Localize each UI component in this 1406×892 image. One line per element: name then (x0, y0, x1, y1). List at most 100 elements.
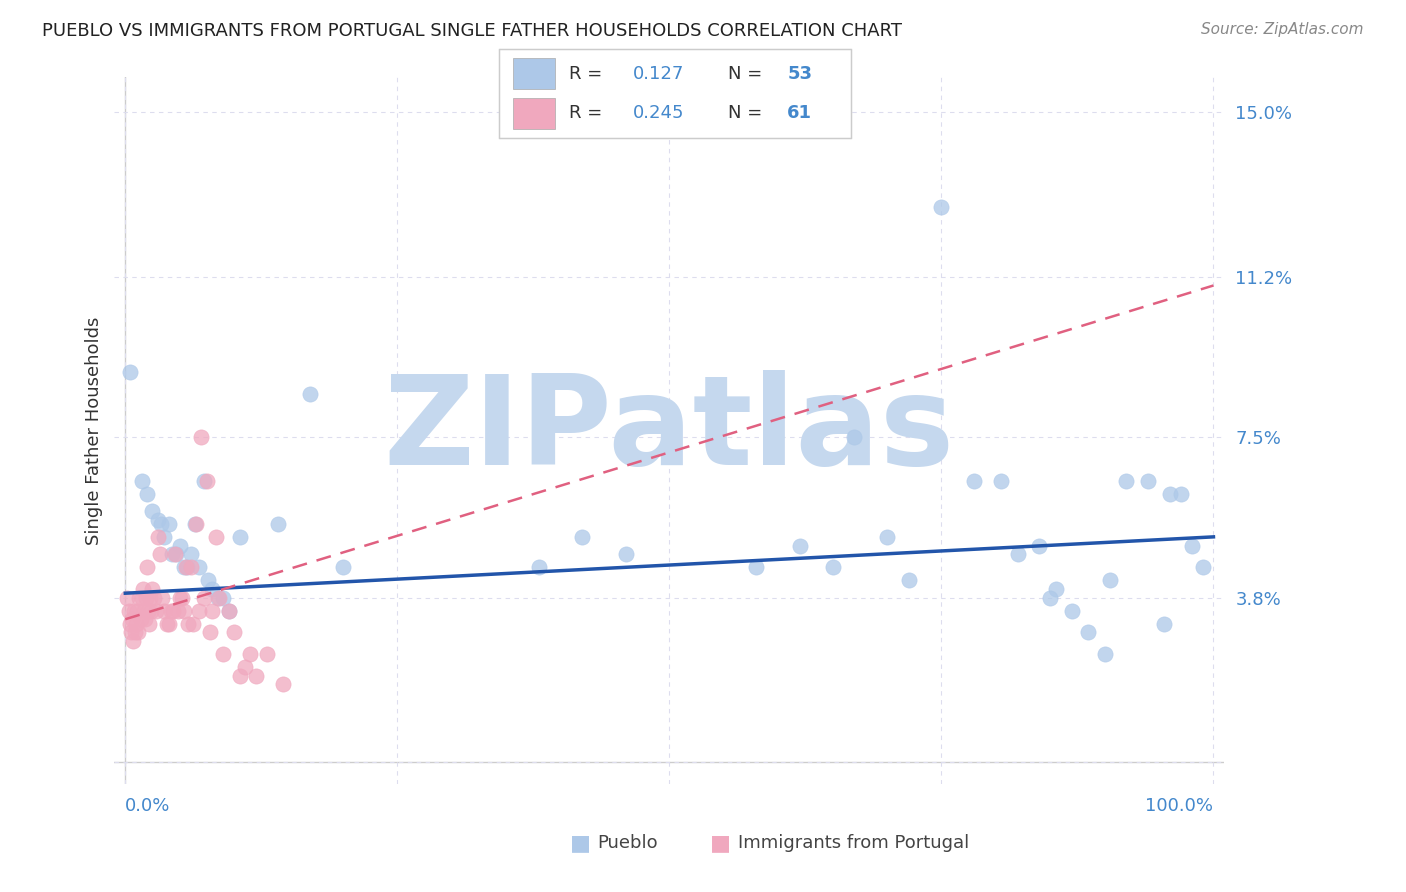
Point (169, 539, 191, 553)
Point (184, 516, 207, 531)
Point (1028, 539, 1050, 553)
Point (118, 616, 141, 631)
Point (122, 633, 145, 648)
Point (174, 560, 197, 574)
Point (145, 603, 167, 617)
Text: Source: ZipAtlas.com: Source: ZipAtlas.com (1201, 22, 1364, 37)
Point (131, 591, 153, 605)
Point (332, 560, 354, 574)
Point (157, 516, 180, 531)
Point (931, 201, 953, 215)
Text: 0.0%: 0.0% (125, 797, 170, 815)
Point (204, 530, 226, 544)
Point (195, 474, 218, 488)
Point (131, 474, 153, 488)
Point (134, 612, 156, 626)
Point (233, 660, 256, 674)
Point (212, 591, 235, 605)
Point (118, 365, 141, 379)
Point (165, 547, 187, 561)
Point (127, 603, 149, 617)
Point (844, 430, 866, 444)
Point (184, 516, 207, 531)
Point (127, 625, 149, 640)
Point (1060, 603, 1083, 617)
Point (821, 560, 844, 574)
Text: ■: ■ (710, 833, 731, 853)
Point (141, 603, 163, 617)
FancyBboxPatch shape (513, 98, 555, 129)
Point (181, 616, 204, 631)
Point (162, 603, 184, 617)
Point (131, 582, 153, 596)
Point (146, 512, 169, 526)
Point (1159, 486, 1181, 500)
Point (193, 591, 215, 605)
Point (173, 603, 195, 617)
Point (990, 474, 1012, 488)
Point (1170, 486, 1192, 500)
Point (129, 612, 152, 626)
Point (190, 430, 212, 444)
Point (173, 560, 195, 574)
Point (527, 560, 550, 574)
Point (124, 625, 146, 640)
Point (224, 625, 246, 640)
Point (157, 616, 180, 631)
Point (266, 516, 288, 531)
Point (149, 547, 172, 561)
Point (201, 603, 224, 617)
Point (125, 616, 148, 631)
Point (141, 582, 163, 596)
Point (153, 603, 176, 617)
Point (146, 530, 169, 544)
Text: ■: ■ (569, 833, 591, 853)
Point (1115, 474, 1137, 488)
Point (136, 560, 159, 574)
Point (256, 647, 278, 661)
Point (1077, 625, 1099, 640)
Text: R =: R = (569, 65, 609, 83)
Point (876, 530, 898, 544)
Text: ZIPatlas: ZIPatlas (384, 370, 955, 491)
Point (150, 516, 173, 531)
Point (150, 591, 173, 605)
Point (117, 591, 139, 605)
Text: Pueblo: Pueblo (598, 834, 658, 852)
Point (141, 504, 163, 518)
Point (180, 547, 202, 561)
Point (1137, 474, 1160, 488)
Point (745, 560, 768, 574)
Point (188, 560, 211, 574)
Point (1099, 573, 1122, 587)
Point (136, 486, 159, 500)
Point (239, 647, 262, 661)
Point (963, 474, 986, 488)
Point (207, 591, 229, 605)
Point (136, 603, 159, 617)
Text: 0.127: 0.127 (633, 65, 685, 83)
Text: 100.0%: 100.0% (1146, 797, 1213, 815)
Point (176, 560, 198, 574)
Point (188, 603, 211, 617)
Point (897, 573, 920, 587)
Text: Immigrants from Portugal: Immigrants from Portugal (738, 834, 969, 852)
Point (153, 530, 176, 544)
Point (1094, 647, 1116, 661)
Text: 53: 53 (787, 65, 813, 83)
Point (245, 668, 267, 682)
Point (165, 547, 187, 561)
Text: PUEBLO VS IMMIGRANTS FROM PORTUGAL SINGLE FATHER HOUSEHOLDS CORRELATION CHART: PUEBLO VS IMMIGRANTS FROM PORTUGAL SINGL… (42, 22, 903, 40)
Point (218, 603, 240, 617)
Point (228, 530, 250, 544)
Point (1039, 591, 1062, 605)
Point (197, 573, 219, 587)
Point (169, 591, 191, 605)
Point (156, 616, 179, 631)
Point (201, 582, 224, 596)
Point (117, 603, 139, 617)
Point (135, 591, 157, 605)
Point (170, 591, 193, 605)
Point (122, 603, 145, 617)
Point (208, 591, 231, 605)
